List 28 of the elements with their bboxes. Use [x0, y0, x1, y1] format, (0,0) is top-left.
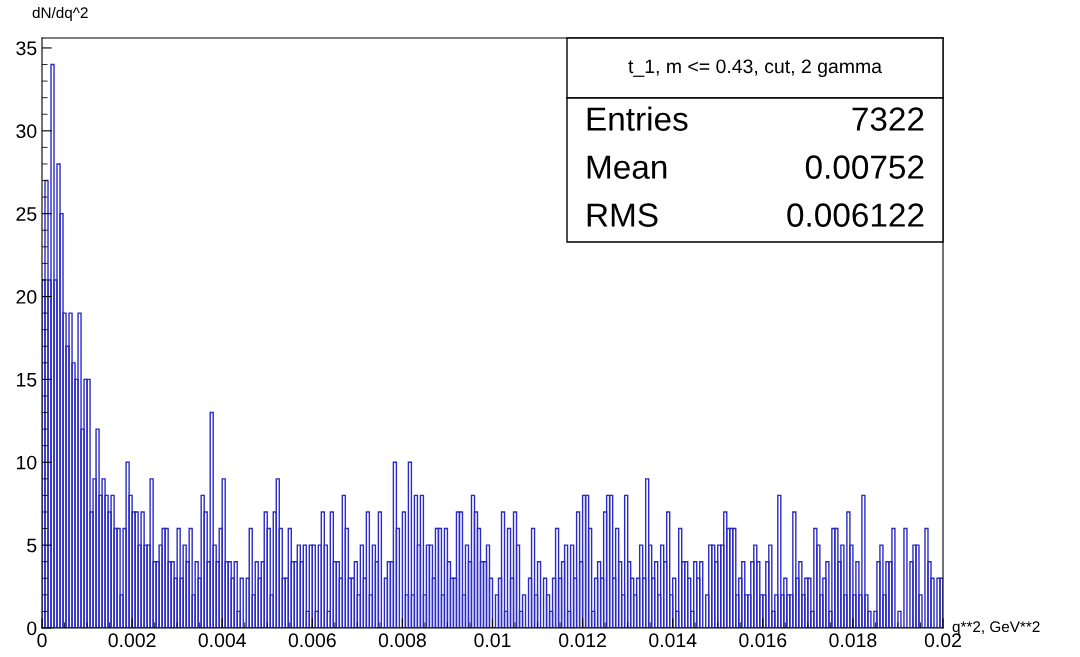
x-tick-label: 0.018 — [829, 633, 877, 648]
y-tick-label: 10 — [17, 455, 37, 470]
x-tick-label: 0.014 — [649, 633, 697, 648]
text: t_1, m <= 0.43, cut, 2 gamma — [628, 59, 882, 78]
y-tick-label: 25 — [16, 207, 37, 221]
annotation: 7322 — [852, 107, 924, 131]
x-tick-label: 0.004 — [198, 633, 246, 648]
annotation: Entries — [587, 106, 688, 131]
y-axis-title: dN/dq^2 — [32, 6, 88, 22]
y-tick-label: 35 — [16, 41, 37, 56]
annotation: Mean — [587, 155, 667, 179]
annotation: RMS — [587, 203, 658, 227]
x-tick-label: 0.01 — [474, 633, 511, 648]
x-tick-label: 0.012 — [559, 633, 606, 648]
y-tick-label: 0 — [27, 621, 37, 636]
x-tick-label: 0.016 — [739, 633, 787, 648]
x-tick-label: 0 — [37, 633, 47, 648]
x-axis-title: q**2, GeV**2 — [952, 621, 1040, 636]
y-tick-label: 20 — [16, 290, 37, 304]
x-tick-label: 0.008 — [378, 633, 426, 648]
y-tick-label: 30 — [16, 124, 37, 139]
x-tick-label: 0.02 — [924, 633, 961, 648]
annotation: 0.006122 — [787, 203, 924, 227]
y-tick-label: 5 — [27, 538, 37, 553]
annotation: 0.00752 — [805, 155, 924, 179]
y-tick-label: 15 — [17, 373, 37, 387]
x-tick-label: 0.002 — [108, 633, 156, 648]
x-tick-label: 0.006 — [288, 633, 336, 648]
